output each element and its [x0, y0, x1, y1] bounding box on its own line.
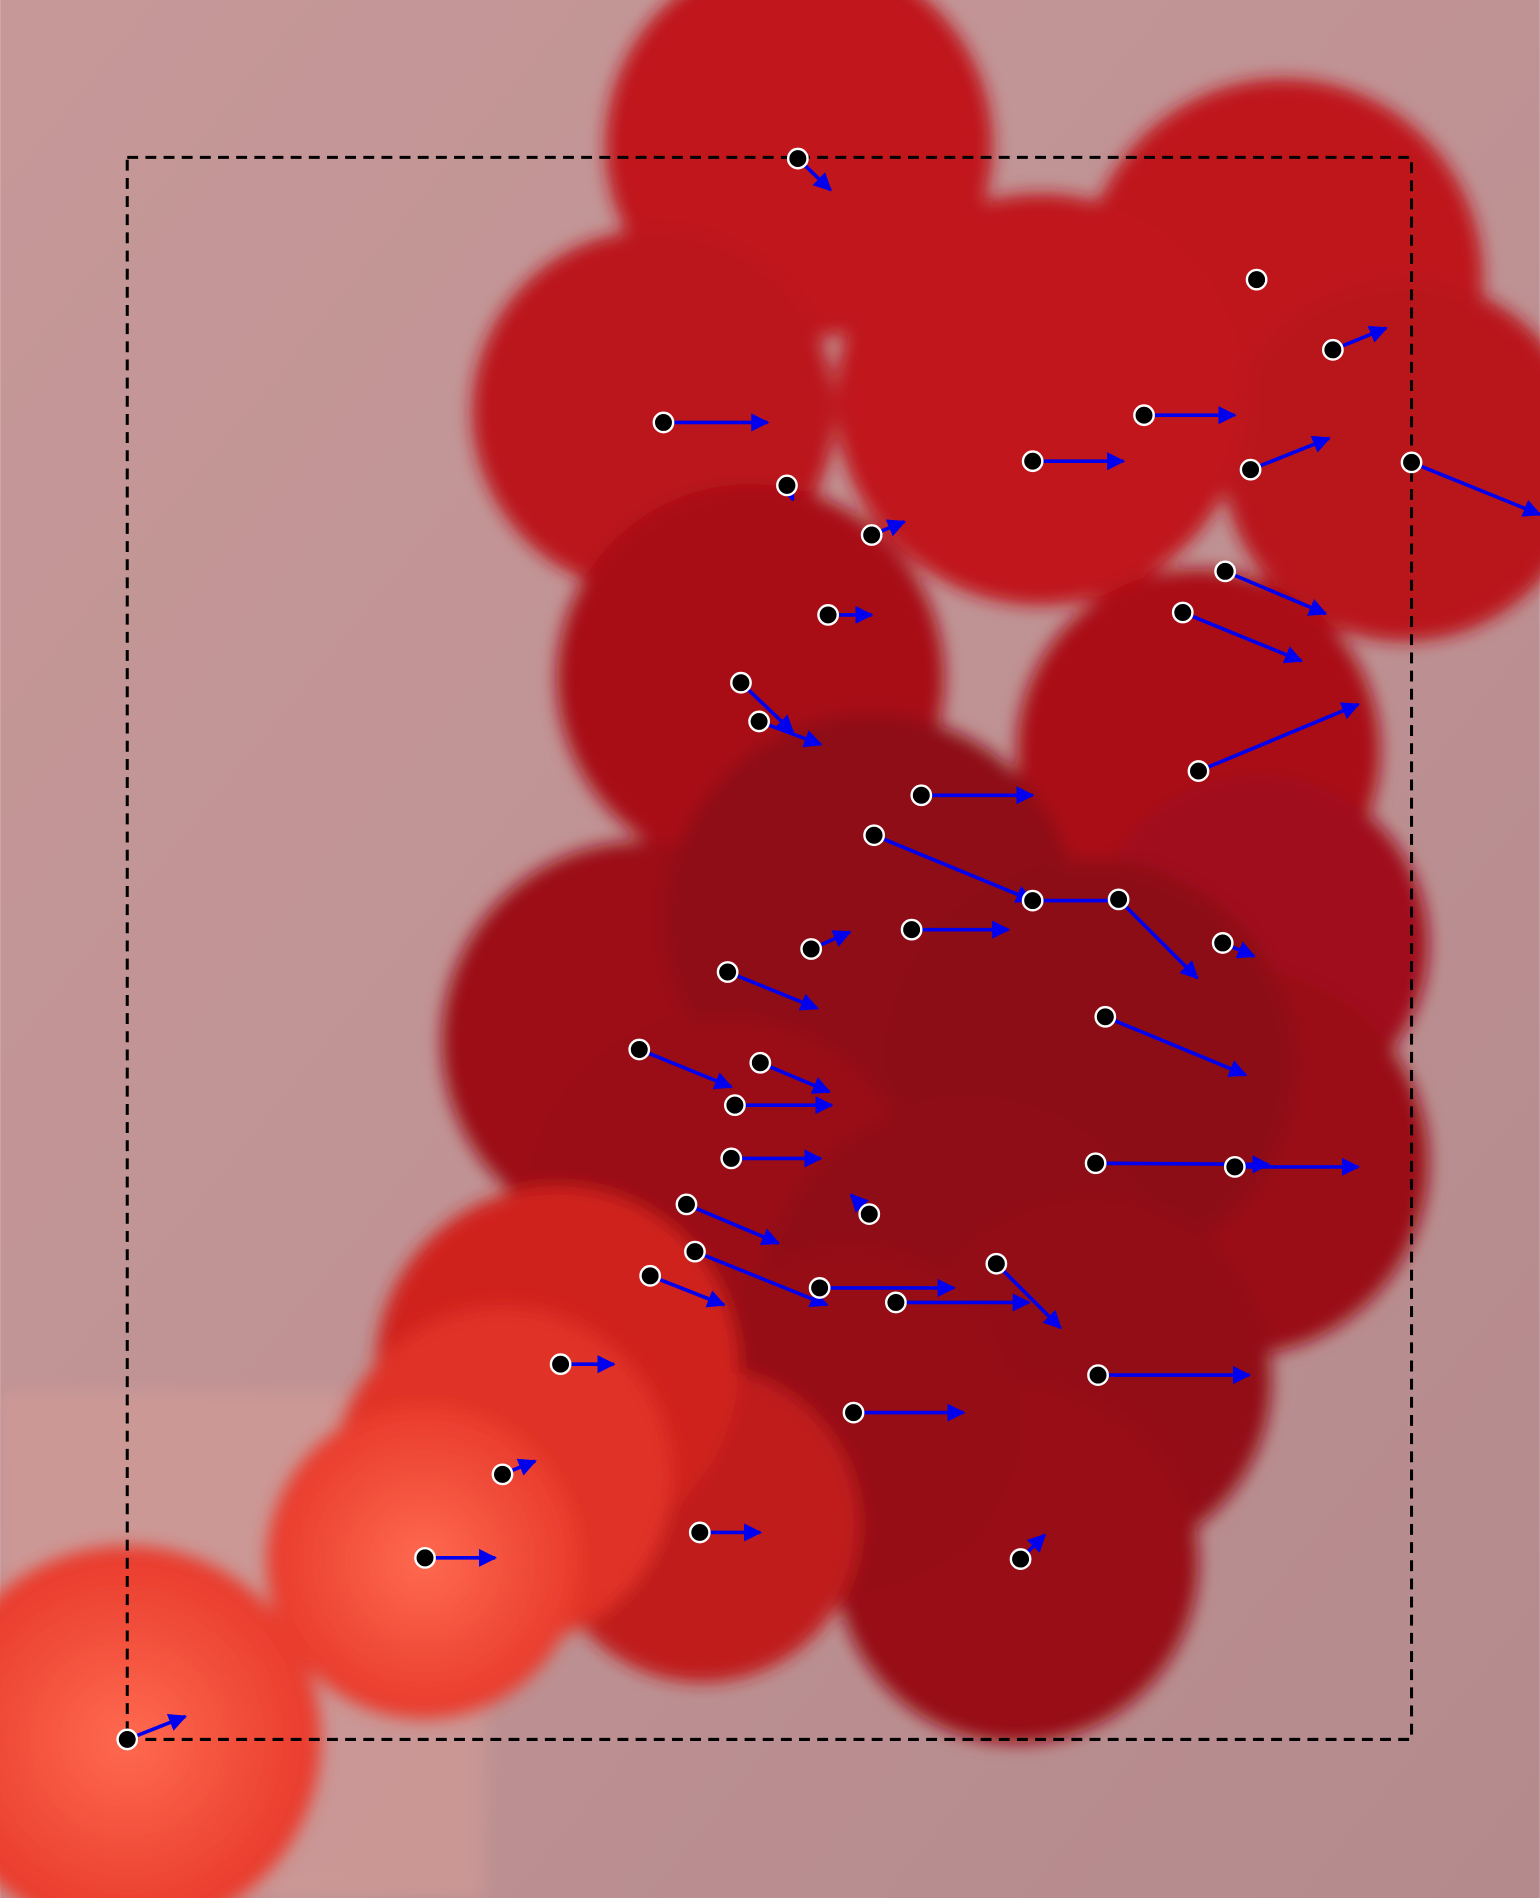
- arrow-layer: [126, 157, 1540, 1742]
- particle: [748, 710, 771, 733]
- blob: [0, 1545, 321, 1898]
- particle: [842, 1401, 865, 1424]
- particle: [549, 1353, 572, 1376]
- particle: [1009, 1548, 1032, 1570]
- velocity-arrow: [759, 1061, 831, 1094]
- particle: [628, 1038, 651, 1061]
- particle: [730, 671, 752, 694]
- blob: [835, 193, 1247, 606]
- particle: [985, 1252, 1008, 1275]
- particle: [724, 1094, 746, 1117]
- velocity-arrow: [1224, 569, 1328, 616]
- particle: [1400, 451, 1423, 474]
- velocity-arrow: [638, 1047, 733, 1090]
- particle: [675, 1193, 698, 1216]
- velocity-arrow: [1182, 610, 1304, 664]
- particle: [1087, 1364, 1109, 1386]
- velocity-arrow: [1249, 435, 1331, 472]
- particle: [749, 1051, 772, 1074]
- particle: [684, 1240, 706, 1263]
- velocity-arrow: [649, 1274, 726, 1308]
- velocity-arrow: [995, 1262, 1062, 1330]
- particle: [900, 918, 923, 941]
- particle: [688, 1521, 711, 1544]
- particle: [808, 1277, 831, 1299]
- particle: [858, 1203, 881, 1225]
- point-layer: [116, 147, 1423, 1751]
- particle: [720, 1147, 743, 1170]
- particle: [863, 824, 885, 847]
- particle: [884, 1291, 907, 1314]
- velocity-arrow: [694, 1249, 829, 1308]
- velocity-arrow: [1410, 460, 1540, 517]
- velocity-arrow: [685, 1202, 781, 1246]
- particle: [786, 147, 809, 170]
- particle: [1094, 1005, 1117, 1028]
- particle: [1211, 932, 1234, 954]
- velocity-arrow: [726, 970, 819, 1011]
- particle: [1021, 889, 1044, 912]
- particle: [1239, 458, 1262, 481]
- particle: [1021, 450, 1044, 473]
- particle: [1223, 1155, 1246, 1178]
- particle: [639, 1264, 662, 1287]
- particle: [1107, 888, 1130, 911]
- particle: [776, 474, 798, 497]
- velocity-arrow: [1104, 1015, 1248, 1078]
- particle: [652, 411, 675, 434]
- particle: [1084, 1152, 1107, 1175]
- particle: [860, 524, 883, 546]
- velocity-arrow: [739, 681, 795, 734]
- particle: [414, 1546, 436, 1569]
- velocity-arrow: [1197, 702, 1360, 773]
- velocity-arrow: [758, 719, 823, 748]
- particle: [1187, 760, 1210, 782]
- particle: [1214, 560, 1237, 583]
- particle: [817, 604, 839, 626]
- particle: [1321, 338, 1344, 361]
- particle: [1133, 404, 1155, 427]
- blob: [1222, 278, 1540, 642]
- particle: [116, 1728, 139, 1751]
- particle: [800, 938, 823, 960]
- boundary: [125, 155, 1414, 1741]
- particle: [716, 961, 739, 983]
- particle: [1245, 268, 1268, 291]
- particle: [1171, 601, 1194, 624]
- velocity-arrow: [873, 833, 1035, 903]
- particle: [910, 784, 933, 807]
- particle: [491, 1463, 514, 1486]
- velocity-arrow: [1117, 898, 1199, 980]
